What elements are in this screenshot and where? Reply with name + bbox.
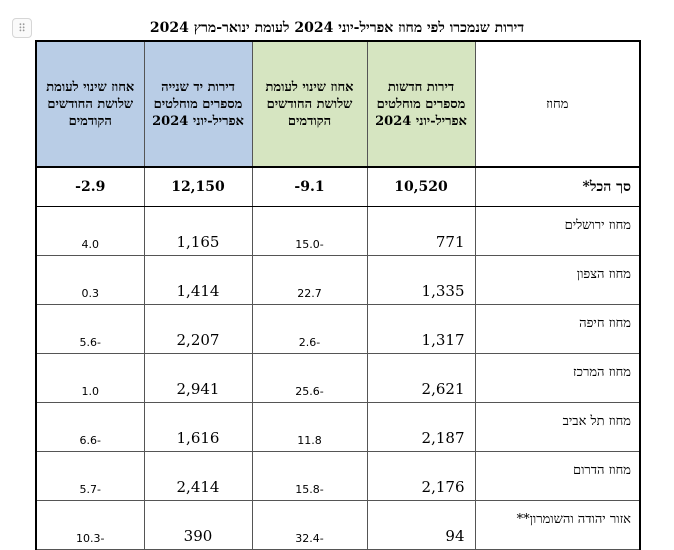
table-row: 10.3- 390 32.4- 94 אזור יהודה והשומרון** xyxy=(35,500,641,550)
total-used-change: -2.9 xyxy=(35,166,145,207)
table-row: 6.6- 1,616 11.8 2,187 מחוז תל אביב xyxy=(35,402,641,452)
district-cell: מחוז ירושלים xyxy=(474,206,641,256)
district-cell: אזור יהודה והשומרון** xyxy=(474,500,641,550)
new-apartments-cell: 771 xyxy=(366,206,476,256)
district-cell: מחוז המרכז xyxy=(474,353,641,403)
table-row: 0.3 1,414 22.7 1,335 מחוז הצפון xyxy=(35,255,641,305)
new-change-cell: 15.8- xyxy=(251,451,368,501)
total-used-apartments: 12,150 xyxy=(143,166,253,207)
district-cell: מחוז הצפון xyxy=(474,255,641,305)
header-used-change: אחוז שינוי לעומת שלושת החודשים הקודמים xyxy=(35,40,145,168)
total-new-apartments: 10,520 xyxy=(366,166,476,207)
used-apartments-cell: 1,414 xyxy=(143,255,253,305)
used-apartments-cell: 1,616 xyxy=(143,402,253,452)
new-change-cell: 2.6- xyxy=(251,304,368,354)
new-apartments-cell: 2,176 xyxy=(366,451,476,501)
total-new-change: -9.1 xyxy=(251,166,368,207)
header-new-change: אחוז שינוי לעומת שלושת החודשים הקודמים xyxy=(251,40,368,168)
total-row: -2.9 12,150 -9.1 10,520 סך הכל* xyxy=(35,166,641,207)
used-change-cell: 1.0 xyxy=(35,353,145,403)
header-row: אחוז שינוי לעומת שלושת החודשים הקודמים ד… xyxy=(35,40,641,168)
used-apartments-cell: 2,941 xyxy=(143,353,253,403)
used-change-cell: 5.7- xyxy=(35,451,145,501)
new-apartments-cell: 2,187 xyxy=(366,402,476,452)
drag-handle-icon[interactable]: ⠿ xyxy=(12,18,32,38)
page-title: דירות שנמכרו לפי מחוז אפריל-יוני 2024 לע… xyxy=(149,20,525,36)
district-cell: מחוז חיפה xyxy=(474,304,641,354)
used-apartments-cell: 2,414 xyxy=(143,451,253,501)
header-new-apartments: דירות חדשות מספרים מוחלטים אפריל-יוני 20… xyxy=(366,40,476,168)
header-district: מחוז xyxy=(474,40,641,168)
new-apartments-cell: 2,621 xyxy=(366,353,476,403)
used-change-cell: 10.3- xyxy=(35,500,145,550)
used-change-cell: 6.6- xyxy=(35,402,145,452)
used-apartments-cell: 2,207 xyxy=(143,304,253,354)
table-row: 5.7- 2,414 15.8- 2,176 מחוז הדרום xyxy=(35,451,641,501)
table-row: 4.0 1,165 15.0- 771 מחוז ירושלים xyxy=(35,206,641,256)
new-change-cell: 11.8 xyxy=(251,402,368,452)
used-apartments-cell: 390 xyxy=(143,500,253,550)
total-label: סך הכל* xyxy=(474,166,641,207)
table-row: 5.6- 2,207 2.6- 1,317 מחוז חיפה xyxy=(35,304,641,354)
sales-table: אחוז שינוי לעומת שלושת החודשים הקודמים ד… xyxy=(35,40,641,550)
header-used-apartments: דירות יד שנייה מספרים מוחלטים אפריל-יוני… xyxy=(143,40,253,168)
new-change-cell: 15.0- xyxy=(251,206,368,256)
used-change-cell: 4.0 xyxy=(35,206,145,256)
new-apartments-cell: 1,335 xyxy=(366,255,476,305)
used-apartments-cell: 1,165 xyxy=(143,206,253,256)
district-cell: מחוז תל אביב xyxy=(474,402,641,452)
new-change-cell: 22.7 xyxy=(251,255,368,305)
new-apartments-cell: 1,317 xyxy=(366,304,476,354)
district-cell: מחוז הדרום xyxy=(474,451,641,501)
used-change-cell: 5.6- xyxy=(35,304,145,354)
new-apartments-cell: 94 xyxy=(366,500,476,550)
table-row: 1.0 2,941 25.6- 2,621 מחוז המרכז xyxy=(35,353,641,403)
new-change-cell: 32.4- xyxy=(251,500,368,550)
new-change-cell: 25.6- xyxy=(251,353,368,403)
used-change-cell: 0.3 xyxy=(35,255,145,305)
